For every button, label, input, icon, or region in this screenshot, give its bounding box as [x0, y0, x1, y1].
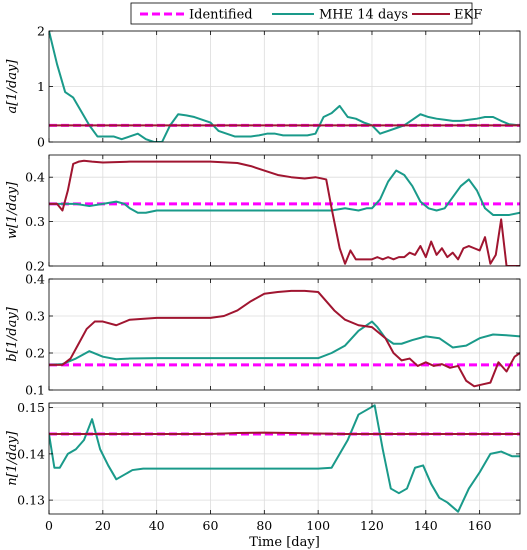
- y-tick-label: 0.13: [17, 493, 45, 508]
- x-tick-label: 80: [256, 518, 272, 533]
- series-mhe-14-days: [49, 31, 520, 142]
- y-tick-label: 1: [37, 79, 45, 94]
- series-ekf: [49, 289, 520, 388]
- panel-n: 0.13 0.14 0.15 n[1/day] 0 20 40 60 80 100 120 140 16…: [5, 400, 521, 550]
- axes-frame: [48, 402, 521, 515]
- x-tick-label: 140: [414, 518, 438, 533]
- panel-b: 0.1 0.2 0.3 0.4 b[1/day]: [5, 272, 521, 398]
- legend-label-mhe: MHE 14 days: [319, 8, 408, 23]
- y-tick-label: 0.3: [25, 214, 45, 229]
- series-mhe-14-days: [49, 169, 520, 216]
- y-tick-label: 0.15: [17, 400, 45, 415]
- axes-frame: [48, 278, 521, 391]
- y-axis-label: w[1/day]: [5, 181, 20, 239]
- y-tick-label: 0.14: [17, 446, 45, 461]
- legend: Identified MHE 14 days EKF: [130, 2, 482, 25]
- y-tick-label: 0.1: [25, 383, 45, 398]
- x-tick-label: 160: [468, 518, 492, 533]
- x-tick-label: 40: [149, 518, 165, 533]
- x-tick-label: 120: [360, 518, 384, 533]
- legend-label-identified: Identified: [189, 8, 253, 23]
- y-tick-label: 0: [37, 135, 45, 150]
- y-tick-label: 0.2: [25, 259, 45, 274]
- plot-area: [49, 279, 520, 390]
- series-ekf: [49, 159, 520, 266]
- x-tick-label: 0: [45, 518, 53, 533]
- plot-area: [49, 403, 520, 514]
- x-axis-label: Time [day]: [249, 535, 320, 550]
- axes-frame: [48, 154, 521, 267]
- y-axis-label: a[1/day]: [5, 59, 20, 114]
- y-tick-label: 2: [37, 24, 45, 39]
- y-tick-label: 0.2: [25, 346, 45, 361]
- panel-a: 0 1 2 a[1/day]: [5, 24, 521, 150]
- x-tick-label: 60: [203, 518, 219, 533]
- y-tick-label: 0.4: [25, 170, 45, 185]
- y-axis-label: b[1/day]: [5, 306, 20, 361]
- y-tick-label: 0.3: [25, 309, 45, 324]
- legend-label-ekf: EKF: [454, 8, 482, 23]
- panel-w: 0.2 0.3 0.4 w[1/day]: [5, 154, 521, 274]
- series-ekf: [49, 431, 520, 435]
- x-tick-label: 20: [95, 518, 111, 533]
- y-tick-label: 0.4: [25, 272, 45, 287]
- x-tick-label: 100: [306, 518, 330, 533]
- series-mhe-14-days: [49, 404, 520, 513]
- y-axis-label: n[1/day]: [5, 430, 20, 486]
- series-mhe-14-days: [49, 320, 520, 366]
